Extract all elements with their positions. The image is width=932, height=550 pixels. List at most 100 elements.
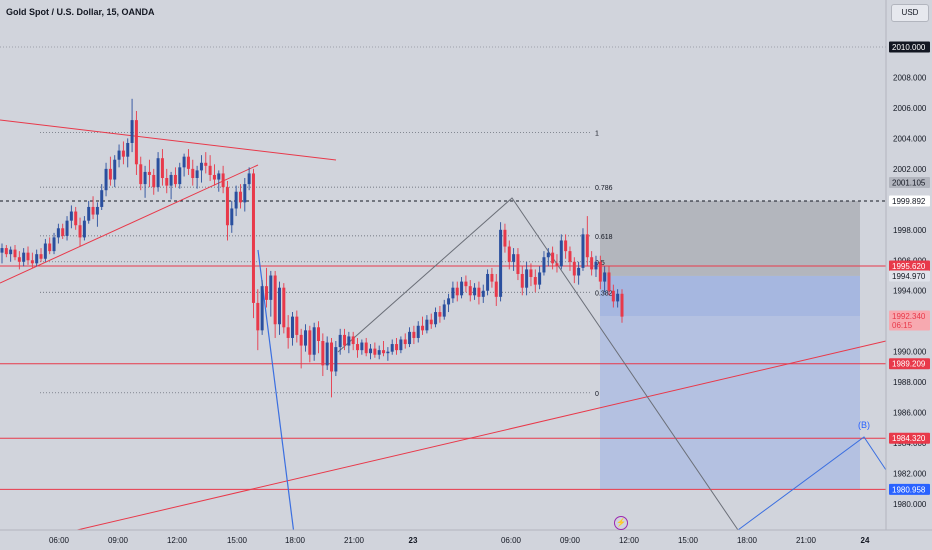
price-label: 1989.209 — [892, 360, 926, 369]
candle-body — [295, 316, 299, 335]
price-tick-label: 1980.000 — [893, 500, 927, 509]
price-label: 2010.000 — [892, 43, 926, 52]
candle-body — [546, 252, 550, 258]
candle-body — [52, 237, 56, 252]
candle-body — [178, 167, 182, 185]
candle-body — [100, 190, 104, 207]
horizontal-levels — [0, 46, 886, 490]
price-label-box — [889, 358, 930, 370]
candle-body — [117, 150, 121, 160]
candle-body — [356, 344, 360, 351]
drawings[interactable]: (B) — [0, 119, 887, 535]
candle-body — [225, 187, 229, 226]
candle-body — [455, 287, 459, 296]
candle-body — [403, 339, 407, 345]
time-tick-label: 12:00 — [167, 536, 188, 545]
candle-body — [451, 287, 455, 299]
candle-body — [486, 273, 490, 291]
fib-level-label: 0.618 — [595, 234, 613, 241]
candle-body — [351, 336, 355, 345]
price-label-box — [889, 310, 930, 331]
candle-body — [251, 173, 255, 303]
price-tick-label: 1990.000 — [893, 348, 927, 357]
candle-body — [555, 263, 559, 267]
candle-body — [338, 334, 342, 348]
candle-body — [134, 120, 138, 165]
time-tick-label: 15:00 — [227, 536, 248, 545]
candle-body — [525, 269, 529, 288]
candle-body — [395, 344, 399, 351]
price-axis[interactable]: 2010.000 2008.000 2006.000 2004.000 2002.000… — [885, 0, 930, 530]
candle-body — [490, 273, 494, 282]
candle-body — [108, 168, 112, 180]
wave-projection — [737, 436, 887, 531]
candle-body — [282, 287, 286, 328]
candle-body — [538, 272, 542, 285]
time-tick-label: 24 — [861, 536, 870, 545]
price-tick-label: 2004.000 — [893, 134, 927, 143]
candle-body — [317, 327, 321, 342]
time-axis[interactable]: 06:00 09:00 12:00 15:00 18:00 21:00 23 06:00 09:… — [0, 529, 932, 550]
candle-body — [156, 158, 160, 188]
target-zone — [600, 316, 860, 490]
candle-body — [82, 220, 86, 238]
price-label-box — [889, 432, 930, 444]
candle-body — [256, 302, 260, 331]
fib-level-label: 0 — [595, 391, 599, 398]
candle-body — [13, 249, 17, 258]
candle-body — [182, 156, 186, 168]
candle-body — [512, 254, 516, 262]
candle-body — [421, 325, 425, 331]
candle-body — [533, 277, 537, 285]
zigzag-path — [337, 197, 739, 531]
candle-body — [620, 293, 624, 317]
candle-body — [17, 257, 21, 262]
candle-body — [542, 257, 546, 273]
candle-body — [78, 225, 82, 238]
candle-body — [217, 173, 221, 180]
candle-body — [230, 208, 234, 226]
candle-body — [382, 350, 386, 354]
candle-body — [61, 228, 65, 236]
candle-body — [429, 319, 433, 325]
candle-body — [343, 334, 347, 346]
candle-body — [30, 260, 34, 264]
price-label-box — [889, 177, 930, 189]
symbol-legend[interactable]: Gold Spot / U.S. Dollar, 15, OANDA — [6, 7, 155, 17]
candle-body — [113, 159, 117, 180]
price-tick-label: 1994.000 — [893, 287, 927, 296]
candle-body — [507, 246, 511, 262]
time-tick-label: 23 — [409, 536, 418, 545]
price-label: 1995.620 — [892, 262, 926, 271]
candle-body — [494, 281, 498, 297]
price-tick-label: 1982.000 — [893, 470, 927, 479]
candle-body — [377, 350, 381, 355]
candle-body — [121, 150, 125, 157]
candle-body — [43, 243, 47, 259]
lightning-icon[interactable]: ⚡ — [614, 516, 628, 530]
time-tick-label: 18:00 — [285, 536, 306, 545]
candle-body — [585, 234, 589, 258]
candle-body — [551, 252, 555, 264]
candle-body — [607, 272, 611, 291]
candle-body — [143, 171, 147, 185]
candle-body — [477, 287, 481, 297]
candle-body — [373, 348, 377, 355]
candle-body — [460, 281, 464, 296]
candle-body — [169, 174, 173, 186]
candle-body — [503, 229, 507, 247]
candle-body — [195, 170, 199, 179]
candle-body — [286, 327, 290, 338]
currency-button[interactable]: USD — [891, 4, 929, 22]
price-label: 1992.340 — [892, 312, 926, 321]
candle-body — [516, 254, 520, 274]
candle-body — [290, 316, 294, 338]
candle-body — [347, 336, 351, 346]
candle-body — [238, 191, 242, 203]
candle-body — [481, 290, 485, 297]
candle-body — [74, 211, 78, 226]
candle-body — [594, 261, 598, 270]
candle-body — [581, 234, 585, 268]
